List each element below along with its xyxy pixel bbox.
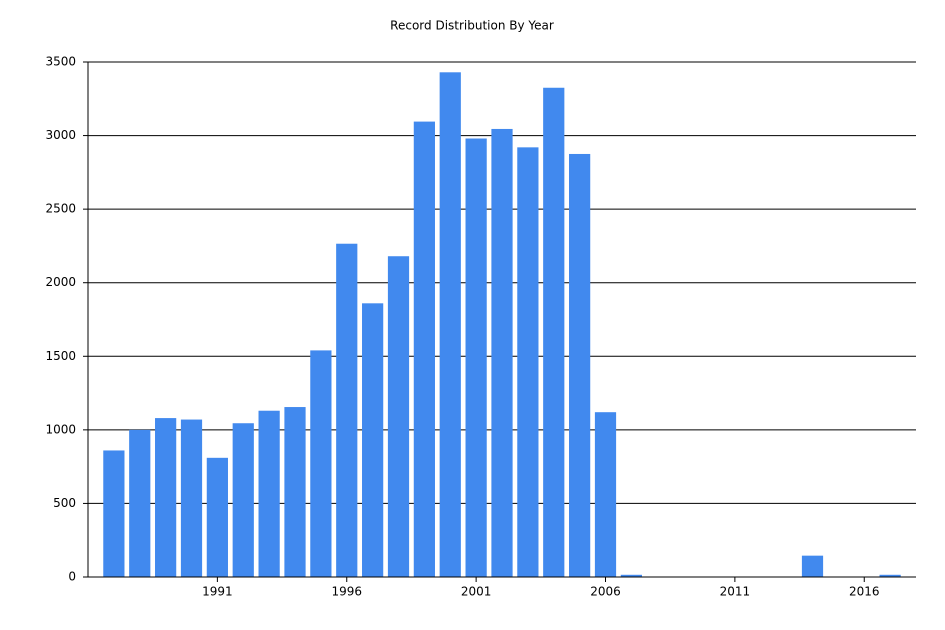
y-tick-label: 0 <box>68 570 76 584</box>
bar <box>413 121 435 577</box>
bar <box>801 555 824 577</box>
bar <box>879 574 901 577</box>
bar <box>129 429 151 577</box>
bar <box>594 412 617 577</box>
y-tick-label: 2500 <box>45 202 76 216</box>
x-tick-label: 2001 <box>461 585 492 599</box>
y-tick-label: 3000 <box>45 128 76 142</box>
chart-title: Record Distribution By Year <box>390 19 554 33</box>
bar <box>465 138 487 577</box>
y-tick-label: 1500 <box>45 349 76 363</box>
bar <box>310 350 332 577</box>
bar <box>569 153 591 577</box>
bar <box>258 410 280 577</box>
bar <box>336 243 358 577</box>
x-tick-label: 2016 <box>849 585 880 599</box>
y-tick-label: 500 <box>53 496 76 510</box>
bar <box>543 87 565 577</box>
x-tick-label: 2011 <box>720 585 751 599</box>
y-tick-label: 3500 <box>45 55 76 69</box>
bar <box>517 147 539 578</box>
y-tick-label: 1000 <box>45 422 76 436</box>
bar <box>232 423 254 577</box>
bar <box>620 574 642 577</box>
y-tick-label: 2000 <box>45 275 76 289</box>
bar <box>439 72 461 578</box>
bar <box>387 256 410 577</box>
x-tick-label: 1991 <box>202 585 233 599</box>
bar <box>180 419 203 577</box>
bar <box>206 457 228 577</box>
x-tick-label: 2006 <box>590 585 621 599</box>
bar <box>362 303 384 577</box>
bar <box>491 128 513 577</box>
bar <box>155 418 177 577</box>
bar <box>103 450 125 577</box>
x-tick-label: 1996 <box>331 585 362 599</box>
bar <box>284 407 306 577</box>
